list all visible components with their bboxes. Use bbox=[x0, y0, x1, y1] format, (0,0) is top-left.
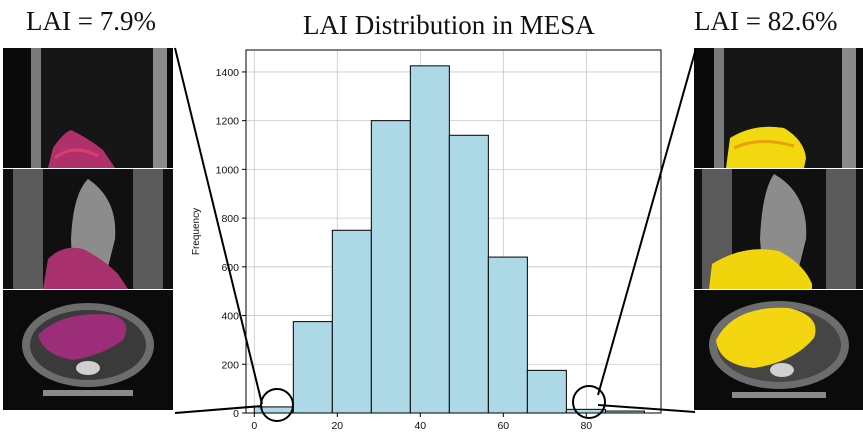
y-tick-label: 0 bbox=[233, 408, 239, 420]
histogram-bar bbox=[370, 120, 411, 414]
high-lai-axial-scan-image bbox=[694, 290, 863, 410]
plot-frame bbox=[245, 49, 662, 414]
y-tick-label: 600 bbox=[221, 262, 239, 274]
histogram-bar bbox=[448, 134, 489, 414]
y-axis-ticks: 0 200 400 600 800 1000 1200 1400 bbox=[216, 67, 246, 420]
callout-connectors bbox=[174, 47, 696, 414]
low-lai-coronal-scan-image bbox=[3, 169, 173, 289]
histogram-bar bbox=[487, 256, 528, 414]
left-connector-bottom bbox=[174, 405, 263, 414]
histogram-bar bbox=[253, 406, 294, 414]
histogram-bar bbox=[409, 65, 450, 414]
x-tick-label: 80 bbox=[580, 420, 592, 432]
right-connector-bottom bbox=[597, 404, 696, 413]
high-lai-liver-overlay bbox=[716, 307, 816, 368]
high-lai-coronal-scan-image bbox=[694, 169, 863, 289]
histogram-bar bbox=[565, 408, 606, 414]
y-tick-label: 1200 bbox=[216, 116, 240, 128]
histogram-bar bbox=[526, 369, 567, 414]
y-axis-label: Frequency bbox=[191, 208, 202, 255]
low-lai-sagittal-scan-image bbox=[3, 48, 173, 168]
histogram-bar bbox=[331, 229, 372, 414]
high-lai-highlight-circle bbox=[572, 385, 606, 419]
low-lai-liver-overlay bbox=[43, 247, 128, 289]
x-tick-label: 40 bbox=[414, 420, 426, 432]
x-tick-label: 0 bbox=[251, 420, 257, 432]
low-lai-highlight-circle bbox=[260, 388, 294, 422]
high-lai-liver-overlay bbox=[726, 126, 806, 168]
high-lai-sagittal-scan-image bbox=[694, 48, 863, 168]
low-lai-axial-scan-image bbox=[3, 290, 173, 410]
chart-title: LAI Distribution in MESA bbox=[303, 10, 595, 40]
right-lai-label: LAI = 82.6% bbox=[694, 6, 838, 36]
y-tick-label: 400 bbox=[221, 311, 239, 323]
left-connector-top bbox=[174, 47, 263, 405]
x-tick-label: 20 bbox=[331, 420, 343, 432]
y-tick-label: 1000 bbox=[216, 164, 240, 176]
y-tick-label: 800 bbox=[221, 213, 239, 225]
x-tick-label: 60 bbox=[497, 420, 509, 432]
histogram-bars bbox=[253, 65, 645, 414]
low-lai-liver-overlay bbox=[38, 314, 127, 360]
left-lai-label: LAI = 7.9% bbox=[26, 6, 156, 36]
y-tick-label: 200 bbox=[221, 359, 239, 371]
histogram-bar bbox=[292, 321, 333, 414]
high-lai-liver-overlay bbox=[709, 249, 812, 289]
x-axis-ticks: 0 20 40 60 80 bbox=[251, 413, 592, 432]
right-connector-top bbox=[597, 51, 696, 396]
y-tick-label: 1400 bbox=[216, 67, 240, 79]
